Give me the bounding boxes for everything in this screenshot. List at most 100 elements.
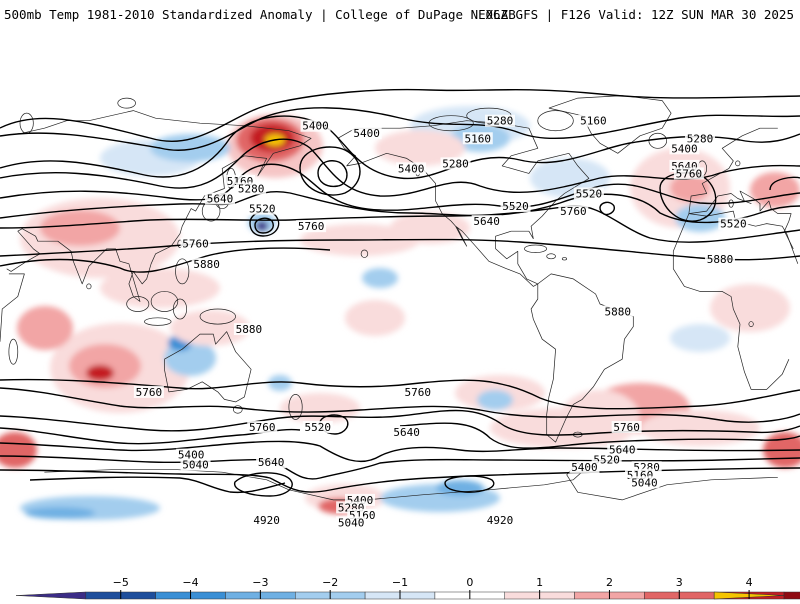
height-contour — [0, 88, 800, 143]
contour-label: 5880 — [236, 323, 263, 336]
contour-label-bg — [247, 421, 278, 434]
contour-label: 5040 — [631, 476, 658, 489]
height-contour — [0, 238, 800, 261]
contour-label-bg — [233, 323, 264, 336]
contour-label-bg — [296, 220, 327, 233]
height-contour — [0, 440, 800, 463]
height-contour — [599, 201, 616, 216]
contour-label-bg — [191, 257, 222, 270]
contour-label: 5640 — [258, 456, 285, 469]
contour-label-bg — [462, 132, 493, 145]
colorbar-tick-label: −3 — [252, 576, 268, 589]
colorbar-tick-label: 2 — [606, 576, 613, 589]
height-contour — [0, 107, 800, 151]
height-contour — [254, 217, 274, 234]
contour-label: 5640 — [207, 193, 234, 206]
colorbar-tick-label: −2 — [322, 576, 338, 589]
contour-label-bg — [351, 127, 382, 140]
contour-label-bg — [180, 458, 211, 471]
contour-label-bg — [205, 192, 235, 205]
height-contour — [0, 409, 800, 436]
colorbar-tick-label: −5 — [113, 576, 129, 589]
height-contour — [0, 191, 800, 224]
island-outline — [117, 97, 136, 109]
contour-label-bg — [573, 187, 604, 200]
contour-label: 5400 — [398, 162, 425, 175]
contour-label-bg — [402, 385, 433, 398]
island-outline — [172, 298, 188, 320]
island-outline — [735, 160, 741, 167]
contour-label: 5040 — [182, 459, 209, 472]
contour-label-bg — [176, 448, 207, 461]
height-contour — [0, 205, 800, 243]
contour-label: 5400 — [353, 127, 380, 140]
island-outline — [546, 253, 556, 260]
colorbar-swatch — [15, 591, 87, 600]
contour-label: 5280 — [487, 115, 514, 128]
height-contour — [234, 472, 293, 497]
colorbar-swatch — [783, 591, 800, 600]
contour-label-bg — [236, 182, 267, 195]
height-contour — [0, 378, 800, 410]
height-contour — [0, 247, 331, 273]
contour-label: 4920 — [487, 514, 514, 527]
island-outline — [288, 394, 303, 420]
contour-label-bg — [391, 426, 422, 439]
height-contour — [0, 115, 800, 180]
europe-africa-outline — [0, 210, 799, 390]
map-title: 500mb Temp 1981-2010 Standardized Anomal… — [4, 7, 516, 22]
contour-label: 5760 — [613, 421, 640, 434]
contour-label-bg — [485, 114, 515, 127]
colorbar-tick-label: −4 — [182, 576, 198, 589]
colorbar-tick-label: 3 — [676, 576, 683, 589]
contour-label: 5760 — [136, 386, 163, 399]
height-contour — [0, 387, 800, 423]
header-bar: 500mb Temp 1981-2010 Standardized Anomal… — [0, 0, 800, 30]
contour-label-bg — [629, 476, 660, 489]
contour-label: 5880 — [605, 306, 632, 319]
contour-label: 5040 — [338, 516, 365, 529]
colorbar: −5−4−3−2−1012345 — [0, 568, 800, 600]
contour-label: 5400 — [571, 461, 598, 474]
contour-label-bg — [673, 167, 704, 180]
contour-label-bg — [336, 516, 367, 529]
contour-label: 5640 — [473, 215, 500, 228]
contour-label-bg — [500, 200, 531, 213]
contour-label: 5760 — [182, 238, 209, 251]
contour-label: 5280 — [442, 157, 469, 170]
height-contour — [0, 163, 800, 211]
contour-label-bg — [251, 513, 282, 526]
model-run-info: 06Z GFS | F126 Valid: 12Z SUN MAR 30 202… — [485, 7, 794, 22]
contour-label: 5880 — [707, 253, 734, 266]
contour-label: 5760 — [298, 220, 325, 233]
contour-label: 5400 — [671, 142, 698, 155]
contour-label-bg — [302, 421, 333, 434]
height-contour — [0, 455, 800, 480]
contour-label: 5160 — [580, 115, 607, 128]
contour-label: 5520 — [576, 188, 603, 201]
contour-label: 5400 — [178, 449, 205, 462]
island-outline — [175, 258, 190, 285]
island-outline — [561, 257, 568, 261]
contour-label: 5760 — [249, 421, 276, 434]
contour-label: 5520 — [502, 200, 529, 213]
contour-label: 5760 — [405, 386, 432, 399]
contour-label: 5760 — [560, 205, 587, 218]
contour-label-bg — [718, 217, 749, 230]
contour-label-bg — [133, 385, 164, 398]
height-contour — [317, 160, 348, 188]
contour-label-bg — [705, 252, 735, 265]
contour-label: 5640 — [609, 444, 636, 457]
height-contours — [0, 88, 800, 497]
height-contour — [299, 146, 361, 196]
contour-label-bg — [247, 202, 278, 215]
height-contour — [769, 176, 800, 191]
island-outline — [537, 110, 574, 132]
island-outline — [126, 296, 150, 312]
contour-label-bg — [569, 461, 600, 474]
contour-label: 5280 — [238, 182, 265, 195]
map-panel[interactable]: 5280 5400 5400 5160 5160 5280 5400 5280 5400 5640… — [0, 78, 800, 530]
contour-label: 5400 — [302, 120, 329, 133]
